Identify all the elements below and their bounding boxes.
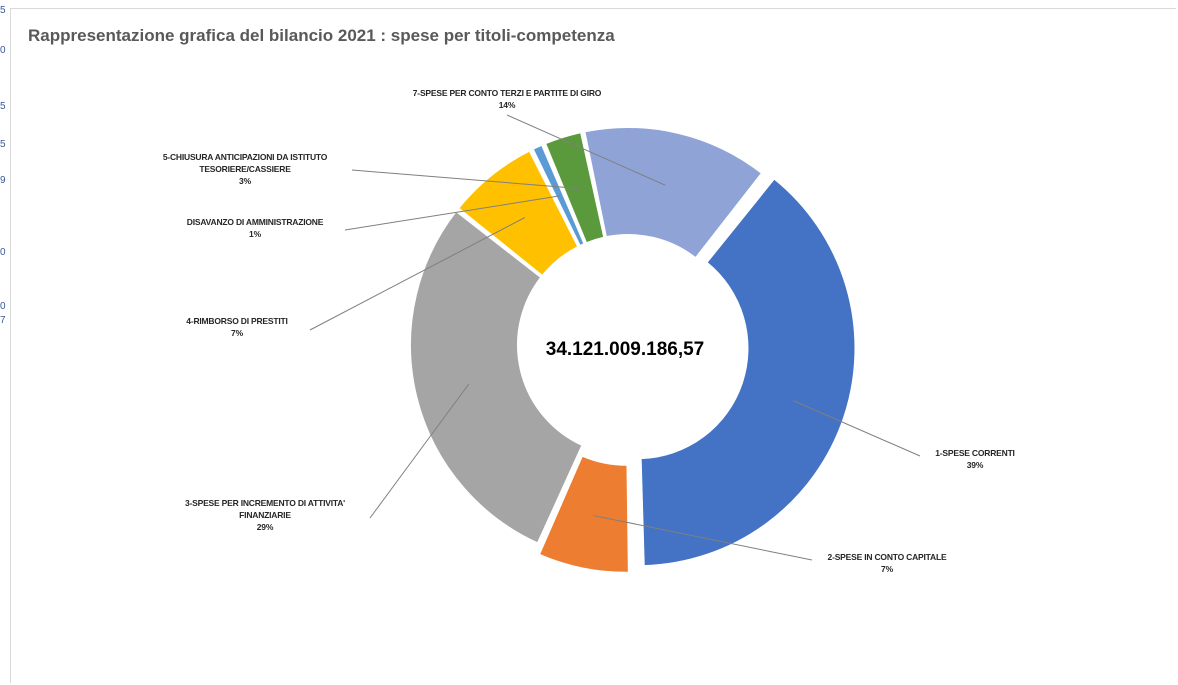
slice-category-label: DISAVANZO DI AMMINISTRAZIONE xyxy=(187,217,324,227)
leader-line xyxy=(309,217,526,331)
leader-line xyxy=(369,383,470,519)
slice-category-label: 4-RIMBORSO DI PRESTITI xyxy=(186,316,287,326)
leader-line xyxy=(351,169,579,190)
slice-percent-label: 7% xyxy=(231,328,244,338)
donut-slice[interactable] xyxy=(583,126,764,260)
chart-title: Rappresentazione grafica del bilancio 20… xyxy=(28,26,615,45)
donut-slice[interactable] xyxy=(456,149,580,278)
stray-char: 7 xyxy=(0,315,6,326)
slice-category-label: 5-CHIUSURA ANTICIPAZIONI DA ISTITUTO xyxy=(163,152,328,162)
slice-percent-label: 3% xyxy=(239,176,252,186)
slice-category-label: FINANZIARIE xyxy=(239,510,291,520)
slice-percent-label: 29% xyxy=(257,522,274,532)
leader-line xyxy=(593,515,813,561)
leader-line xyxy=(506,114,666,186)
slice-category-label: TESORIERE/CASSIERE xyxy=(199,164,291,174)
slice-percent-label: 7% xyxy=(881,564,894,574)
leader-line xyxy=(344,195,560,231)
donut-slice[interactable] xyxy=(409,209,584,545)
slice-category-label: 3-SPESE PER INCREMENTO DI ATTIVITA' xyxy=(185,498,345,508)
slice-category-label: 1-SPESE CORRENTI xyxy=(935,448,1014,458)
slice-percent-label: 14% xyxy=(499,100,516,110)
stray-char: 0 xyxy=(0,45,6,56)
slice-percent-label: 39% xyxy=(967,460,984,470)
slice-percent-label: 1% xyxy=(249,229,262,239)
slice-category-label: 7-SPESE PER CONTO TERZI E PARTITE DI GIR… xyxy=(413,88,602,98)
donut-slice[interactable] xyxy=(537,454,630,574)
donut-slice[interactable] xyxy=(531,143,586,248)
slice-category-label: 2-SPESE IN CONTO CAPITALE xyxy=(828,552,947,562)
leader-line xyxy=(792,400,921,457)
stray-char: 9 xyxy=(0,175,6,186)
chart-frame xyxy=(10,8,1176,683)
stray-char: 0 xyxy=(0,301,6,312)
donut-slice[interactable] xyxy=(639,177,857,568)
stray-char: 0 xyxy=(0,247,6,258)
center-total-label: 34.121.009.186,57 xyxy=(546,339,705,360)
stray-char: 5 xyxy=(0,139,6,150)
stray-char: 5 xyxy=(0,5,6,16)
stray-char: 5 xyxy=(0,101,6,112)
